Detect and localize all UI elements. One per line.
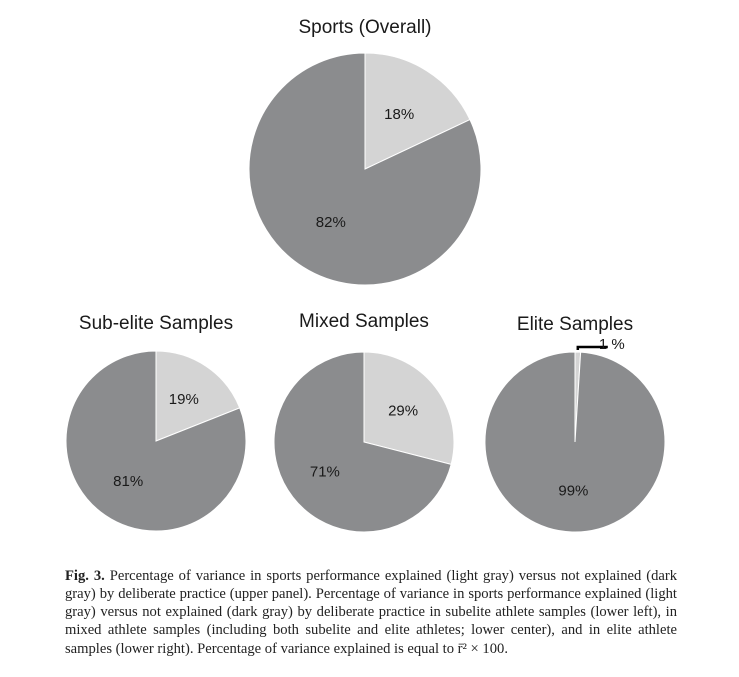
figure-caption: Fig. 3. Percentage of variance in sports… [65, 567, 677, 658]
pie-slice-overall-0 [364, 52, 471, 170]
pie-slice-elite-1 [484, 351, 666, 533]
chart-canvas: Sports (Overall) 18% 82% Sub-elite Samples 1… [65, 17, 666, 533]
slice-label-elite-1: 99% [558, 482, 588, 499]
pie-sub-elite: Sub-elite Samples 19% 81% [65, 313, 247, 532]
caption-lead: Fig. 3. [65, 567, 105, 584]
pie-title-mixed: Mixed Samples [299, 311, 429, 332]
slice-label-overall-0: 18% [384, 106, 414, 123]
slice-label-sub-elite-1: 81% [113, 473, 143, 490]
pie-slice-mixed-0 [363, 351, 455, 465]
slice-label-mixed-0: 29% [388, 403, 418, 420]
pie-slice-mixed-1 [273, 351, 452, 533]
slice-label-sub-elite-0: 19% [169, 391, 199, 408]
pie-overall: Sports (Overall) 18% 82% [248, 17, 482, 286]
pie-slice-sub-elite-0 [155, 350, 241, 442]
pie-title-sub-elite: Sub-elite Samples [79, 313, 233, 334]
callout-line-elite [576, 345, 608, 350]
pie-mixed: Mixed Samples 29% 71% [273, 311, 455, 533]
pie-slice-overall-1 [248, 52, 482, 286]
slice-label-elite-0: 1 % [599, 336, 625, 353]
pie-chart-figure: Sports (Overall) 18% 82% Sub-elite Samples 1… [65, 17, 666, 533]
pie-title-elite: Elite Samples [517, 314, 633, 335]
caption-text: Percentage of variance in sports perform… [65, 567, 677, 657]
pie-title-overall: Sports (Overall) [298, 17, 431, 38]
pie-slice-sub-elite-1 [65, 350, 247, 532]
slice-label-overall-1: 82% [316, 214, 346, 231]
slice-label-mixed-1: 71% [310, 463, 340, 480]
